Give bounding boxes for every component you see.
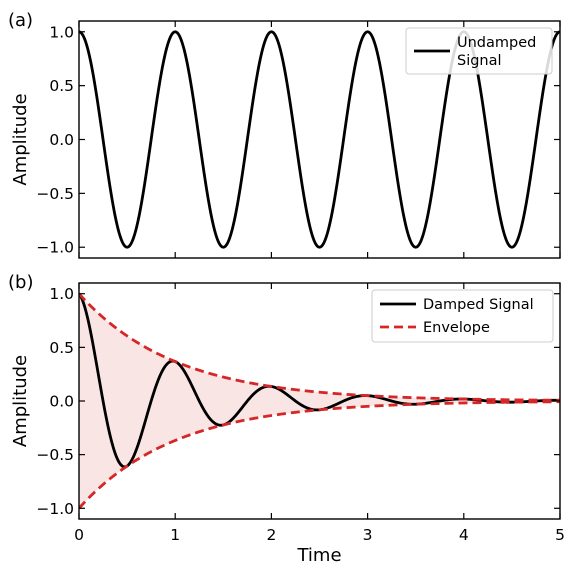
y-tick-label: −1.0 — [36, 500, 74, 518]
x-tick-label: 0 — [74, 526, 84, 544]
y-tick-label: 0.5 — [49, 77, 74, 95]
envelope-fill — [79, 293, 560, 509]
panel-label: (a) — [8, 10, 33, 31]
undamped-signal-line — [79, 30, 560, 249]
x-tick-label: 4 — [459, 526, 469, 544]
y-tick-label: −0.5 — [36, 185, 74, 203]
legend-box — [405, 27, 553, 75]
plot-area — [79, 30, 560, 249]
y-axis-label: Amplitude — [10, 355, 31, 447]
y-tick-label: 0.5 — [49, 339, 74, 357]
envelope-upper-line — [79, 292, 560, 402]
panel-label: (b) — [8, 272, 33, 293]
y-tick-label: 0.0 — [49, 393, 74, 411]
legend-label: Damped Signal — [423, 297, 534, 313]
legend-label: Undamped — [457, 35, 536, 51]
y-axis-label: Amplitude — [10, 93, 31, 185]
x-tick-label: 1 — [170, 526, 180, 544]
legend: Undamped Signal — [405, 27, 553, 75]
y-tick-label: 1.0 — [49, 285, 74, 303]
legend: Damped Signal Envelope — [371, 289, 554, 343]
x-axis-label: Time — [296, 545, 341, 566]
plot-area — [79, 292, 560, 510]
y-tick-label: −1.0 — [36, 239, 74, 257]
legend-box — [371, 289, 554, 343]
chart-panel-b: 0 1 2 3 4 5 −1.0 −0.5 0.0 0.5 1.0 Amplitude Time (b) D… — [8, 272, 565, 566]
y-tick-label: 1.0 — [49, 23, 74, 41]
envelope-lower-line — [79, 400, 560, 510]
x-tick-label: 2 — [266, 526, 276, 544]
legend-label: Envelope — [423, 320, 490, 336]
y-tick-label: 0.0 — [49, 131, 74, 149]
x-tick-label: 3 — [363, 526, 373, 544]
chart-panel-a: −1.0 −0.5 0.0 0.5 1.0 Amplitude (a) Undamped Sig… — [8, 10, 561, 259]
y-tick-label: −0.5 — [36, 446, 74, 464]
legend-label: Signal — [457, 53, 502, 69]
x-tick-label: 5 — [555, 526, 565, 544]
